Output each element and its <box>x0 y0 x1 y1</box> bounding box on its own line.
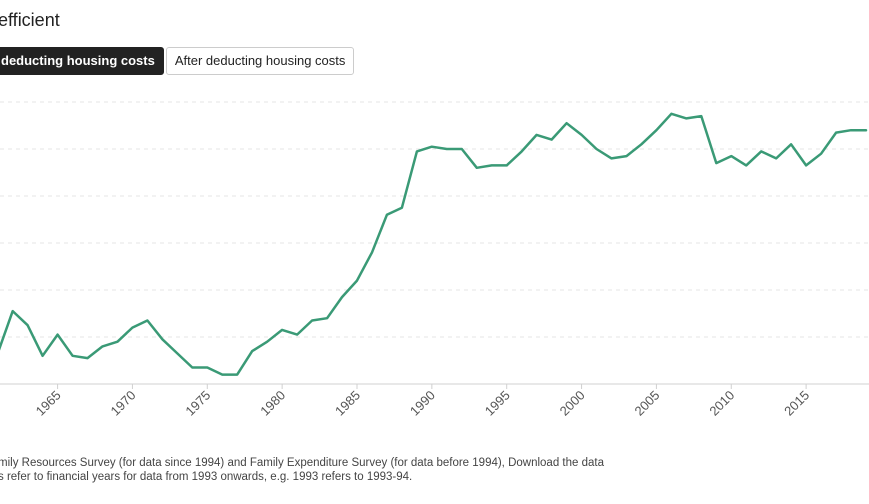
data-point[interactable] <box>697 112 705 120</box>
data-point[interactable] <box>218 371 226 379</box>
gridlines <box>0 101 869 338</box>
data-point[interactable] <box>114 338 122 346</box>
data-point[interactable] <box>84 354 92 362</box>
data-point[interactable] <box>338 293 346 301</box>
x-tick-label: 2010 <box>706 388 737 419</box>
data-point[interactable] <box>428 143 436 151</box>
data-point[interactable] <box>608 154 616 162</box>
data-point[interactable] <box>158 335 166 343</box>
x-axis-ticks: 1965 1970 1975 1980 1985 1990 1995 2000 2005 2010… <box>33 384 812 419</box>
data-point[interactable] <box>278 326 286 334</box>
data-point[interactable] <box>24 321 32 329</box>
data-point[interactable] <box>847 126 855 134</box>
data-point[interactable] <box>99 342 107 350</box>
data-point[interactable] <box>413 147 421 155</box>
data-point[interactable] <box>308 317 316 325</box>
data-point[interactable] <box>248 347 256 355</box>
data-point[interactable] <box>443 145 451 153</box>
data-point[interactable] <box>9 307 17 315</box>
x-tick-label: 2015 <box>781 388 812 419</box>
series-line <box>0 112 868 376</box>
data-point[interactable] <box>772 154 780 162</box>
toggle-after-housing-costs[interactable]: After deducting housing costs <box>165 47 355 75</box>
data-point[interactable] <box>637 140 645 148</box>
financial-year-note: s refer to financial years for data from… <box>0 471 413 483</box>
data-point[interactable] <box>533 131 541 139</box>
data-points <box>0 110 869 379</box>
data-point[interactable] <box>518 147 526 155</box>
data-point[interactable] <box>473 164 481 172</box>
data-point[interactable] <box>0 349 2 357</box>
data-point[interactable] <box>203 364 211 372</box>
data-point[interactable] <box>817 150 825 158</box>
data-point[interactable] <box>488 161 496 169</box>
data-point[interactable] <box>787 140 795 148</box>
data-point[interactable] <box>458 145 466 153</box>
housing-costs-toggle: deducting housing costs After deducting … <box>0 47 355 75</box>
data-point[interactable] <box>832 129 840 137</box>
x-tick-label: 1985 <box>332 388 363 419</box>
data-point[interactable] <box>667 110 675 118</box>
data-point[interactable] <box>862 126 869 134</box>
data-point[interactable] <box>353 277 361 285</box>
x-tick-label: 2000 <box>557 388 588 419</box>
line-chart: 1965 1970 1975 1980 1985 1990 1995 2000 2005 2010… <box>0 101 869 419</box>
chart-notes: mily Resources Survey (for data since 19… <box>0 456 604 484</box>
x-tick-label: 1990 <box>407 388 438 419</box>
data-point[interactable] <box>383 211 391 219</box>
data-point[interactable] <box>503 161 511 169</box>
data-point[interactable] <box>173 349 181 357</box>
data-point[interactable] <box>623 152 631 160</box>
data-point[interactable] <box>143 317 151 325</box>
data-point[interactable] <box>39 352 47 360</box>
chart-title: efficient <box>0 10 60 30</box>
data-point[interactable] <box>652 126 660 134</box>
x-tick-label: 2005 <box>631 388 662 419</box>
source-note: mily Resources Survey (for data since 19… <box>0 457 604 469</box>
data-point[interactable] <box>323 314 331 322</box>
data-point[interactable] <box>563 119 571 127</box>
data-point[interactable] <box>188 364 196 372</box>
data-point[interactable] <box>802 161 810 169</box>
data-point[interactable] <box>548 136 556 144</box>
data-point[interactable] <box>593 145 601 153</box>
data-point[interactable] <box>233 371 241 379</box>
data-point[interactable] <box>578 131 586 139</box>
data-point[interactable] <box>368 248 376 256</box>
data-point[interactable] <box>757 147 765 155</box>
x-tick-label: 1980 <box>257 388 288 419</box>
toggle-before-housing-costs[interactable]: deducting housing costs <box>0 47 164 75</box>
data-point[interactable] <box>69 352 77 360</box>
data-point[interactable] <box>682 114 690 122</box>
data-point[interactable] <box>263 338 271 346</box>
x-tick-label: 1970 <box>108 388 139 419</box>
data-point[interactable] <box>293 331 301 339</box>
x-tick-label: 1965 <box>33 388 64 419</box>
data-point[interactable] <box>398 204 406 212</box>
x-tick-label: 1995 <box>482 388 513 419</box>
data-point[interactable] <box>742 161 750 169</box>
data-point[interactable] <box>727 152 735 160</box>
x-tick-label: 1975 <box>182 388 213 419</box>
data-point[interactable] <box>128 324 136 332</box>
data-point[interactable] <box>712 159 720 167</box>
data-point[interactable] <box>54 331 62 339</box>
